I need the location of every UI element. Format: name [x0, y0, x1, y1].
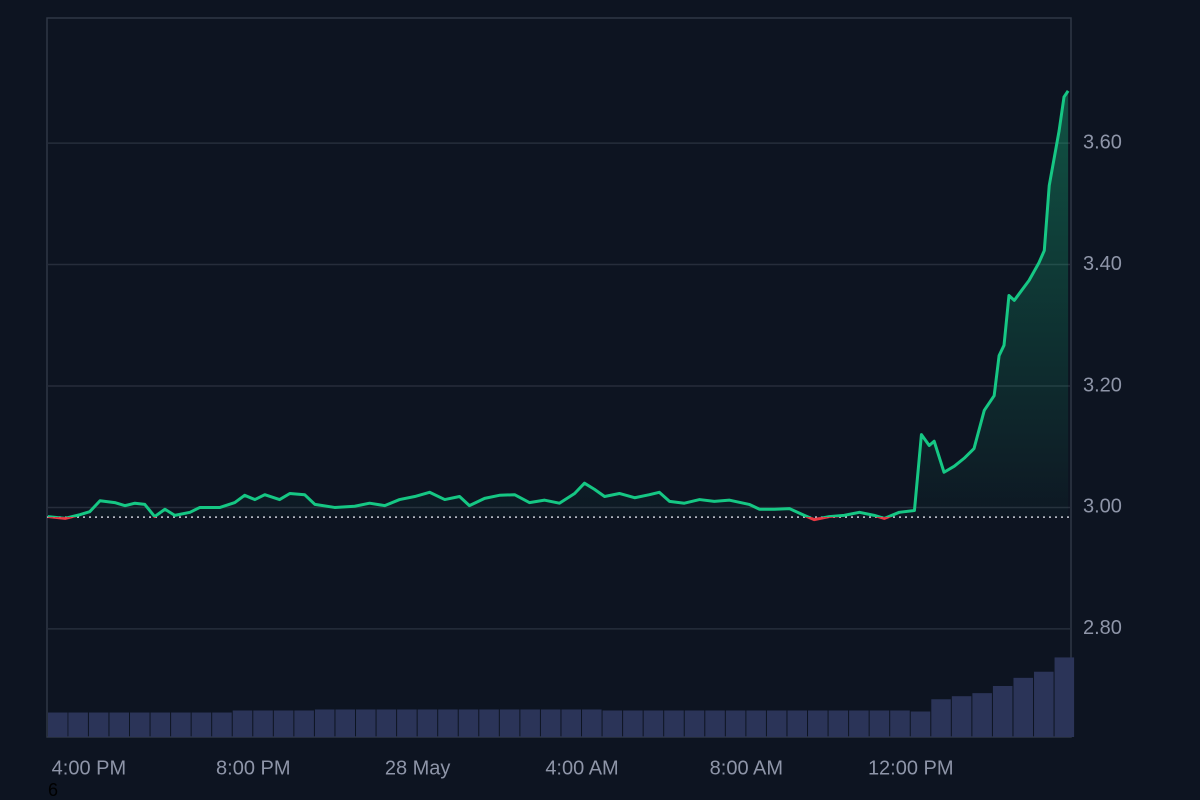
volume-bar — [150, 712, 171, 737]
volume-bar — [499, 709, 520, 737]
volume-bar — [951, 696, 972, 737]
volume-bar — [253, 710, 273, 737]
volume-bar — [130, 712, 150, 737]
volume-bar — [787, 710, 808, 737]
y-tick-label: 3.00 — [1083, 496, 1122, 518]
volume-bar — [356, 709, 376, 737]
volume-bar — [109, 712, 130, 737]
volume-bar — [725, 710, 746, 737]
y-tick-label: 3.20 — [1083, 374, 1122, 396]
volume-bar — [623, 710, 643, 737]
volume-bar — [890, 710, 910, 737]
volume-bar — [931, 699, 951, 737]
volume-bar — [88, 712, 109, 737]
volume-bar — [520, 709, 540, 737]
y-tick-label: 2.80 — [1083, 617, 1122, 639]
volume-bar — [1054, 657, 1075, 737]
volume-bar — [212, 712, 232, 737]
volume-bar — [849, 710, 869, 737]
volume-bar — [602, 710, 623, 737]
volume-bar — [705, 710, 725, 737]
volume-bar — [808, 710, 828, 737]
volume-bar — [417, 709, 438, 737]
volume-bar — [458, 709, 479, 737]
volume-bar — [643, 710, 664, 737]
x-tick-label: 4:00 PM — [52, 757, 126, 779]
volume-bar — [992, 686, 1013, 737]
y-tick-label: 3.60 — [1083, 131, 1122, 153]
volume-bar — [664, 710, 684, 737]
x-tick-label: 28 May — [385, 757, 451, 779]
volume-bar — [1013, 677, 1034, 737]
volume-bar — [582, 709, 602, 737]
volume-bar — [828, 710, 849, 737]
volume-bar — [294, 710, 314, 737]
volume-bar — [171, 712, 191, 737]
volume-bar — [438, 709, 458, 737]
volume-bar — [376, 709, 397, 737]
volume-bar — [479, 709, 499, 737]
x-tick-label: 4:00 AM — [545, 757, 618, 779]
volume-bar — [766, 710, 787, 737]
area-fill — [47, 90, 1069, 518]
volume-bar — [232, 710, 253, 737]
volume-bar — [335, 709, 356, 737]
volume-bar — [314, 709, 335, 737]
x-tick-label: 8:00 PM — [216, 757, 290, 779]
volume-bar — [540, 709, 561, 737]
price-line — [47, 90, 1070, 518]
annotation: 6 — [48, 780, 58, 800]
x-tick-label: 12:00 PM — [868, 757, 954, 779]
volume-bar — [869, 710, 890, 737]
volume-bar — [910, 711, 931, 737]
volume-bar — [561, 709, 582, 737]
volume-bar — [273, 710, 294, 737]
x-tick-label: 8:00 AM — [710, 757, 783, 779]
volume-bar — [48, 712, 68, 737]
volume-bar — [68, 712, 88, 737]
volume-bar — [746, 710, 766, 737]
price-line-below — [47, 517, 892, 522]
volume-bar — [191, 712, 212, 737]
volume-bar — [1034, 671, 1054, 737]
volume-bar — [397, 709, 417, 737]
y-tick-label: 3.40 — [1083, 253, 1122, 275]
volume-bar — [684, 710, 705, 737]
volume-bar — [972, 693, 992, 737]
